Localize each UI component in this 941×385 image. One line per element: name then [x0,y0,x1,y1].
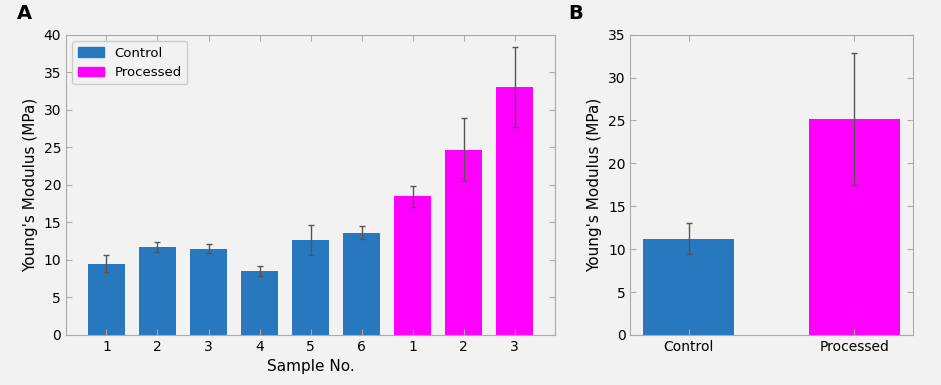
Bar [394,196,431,335]
Bar [88,264,125,335]
Bar [190,249,227,335]
Y-axis label: Young's Modulus (MPa): Young's Modulus (MPa) [23,98,38,272]
Bar [644,239,734,335]
Bar [496,87,533,335]
Bar [292,240,329,335]
Bar [241,271,278,335]
Text: B: B [568,3,583,23]
X-axis label: Sample No.: Sample No. [266,359,355,374]
Bar [139,247,176,335]
Bar [809,119,900,335]
Bar [445,149,482,335]
Bar [343,233,380,335]
Y-axis label: Young's Modulus (MPa): Young's Modulus (MPa) [587,98,602,272]
Legend: Control, Processed: Control, Processed [72,41,187,84]
Text: A: A [17,3,32,23]
